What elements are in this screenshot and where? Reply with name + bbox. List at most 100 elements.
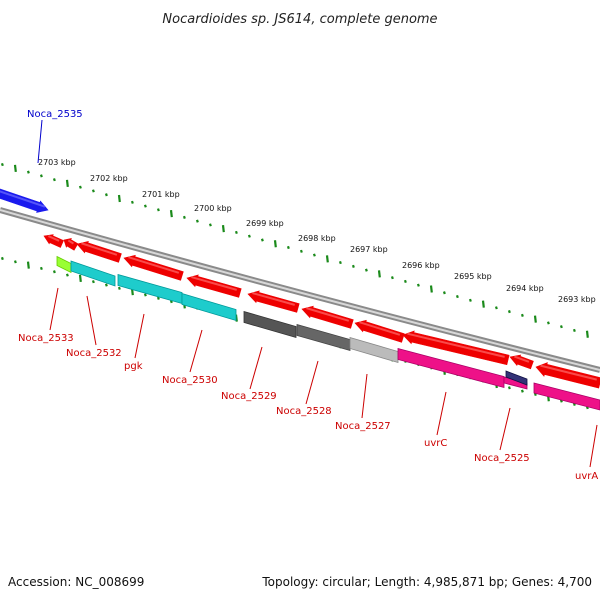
feature-band[interactable] xyxy=(56,255,72,274)
minor-tick xyxy=(455,294,459,299)
minor-tick xyxy=(338,261,342,265)
gene-arrow-shading xyxy=(306,307,350,322)
minor-tick xyxy=(143,204,147,208)
gene-label-leader xyxy=(86,295,97,346)
minor-tick xyxy=(234,230,238,235)
major-tick xyxy=(26,261,30,269)
minor-tick xyxy=(156,208,160,212)
minor-tick xyxy=(442,291,446,295)
major-tick xyxy=(585,330,589,338)
major-tick xyxy=(117,194,121,203)
minor-tick xyxy=(520,313,524,317)
gene-label[interactable]: Noca_2525 xyxy=(474,453,530,464)
gene-labels: Noca_2535Noca_2533Noca_2532pgkNoca_2530N… xyxy=(18,109,598,482)
major-tick xyxy=(273,240,277,248)
gene-arrow-shading xyxy=(81,242,118,256)
gene-label[interactable]: Noca_2532 xyxy=(66,348,122,359)
minor-tick xyxy=(195,219,199,223)
feature-band[interactable] xyxy=(117,273,183,305)
summary-text: Topology: circular; Length: 4,985,871 bp… xyxy=(261,575,592,589)
minor-tick xyxy=(143,293,147,297)
feature-band[interactable] xyxy=(181,292,237,322)
feature-band[interactable] xyxy=(533,382,600,411)
minor-tick xyxy=(390,276,394,280)
minor-tick xyxy=(520,389,524,393)
gene-arrow[interactable] xyxy=(63,238,79,251)
feature-band[interactable] xyxy=(505,370,528,386)
scale-label: 2699 kbp xyxy=(246,219,284,228)
minor-tick xyxy=(559,325,563,329)
minor-tick xyxy=(416,283,420,287)
minor-tick xyxy=(26,170,30,174)
outer-scale-ticks xyxy=(0,162,589,338)
gene-track xyxy=(0,188,600,389)
gene-label-leader xyxy=(305,360,319,405)
feature-track xyxy=(56,255,600,411)
major-tick xyxy=(377,270,381,278)
accession-text: Accession: NC_008699 xyxy=(8,575,144,589)
gene-arrow-shading xyxy=(67,239,74,245)
feature-band[interactable] xyxy=(349,336,399,364)
major-tick xyxy=(481,300,485,308)
gene-arrow-shading xyxy=(0,190,46,208)
minor-tick xyxy=(494,306,498,310)
gene-arrow-shading xyxy=(47,235,60,242)
scale-label: 2697 kbp xyxy=(350,245,388,254)
gene-label-leader xyxy=(249,346,263,390)
gene-label[interactable]: Noca_2527 xyxy=(335,421,391,432)
gene-label[interactable]: uvrC xyxy=(424,438,447,449)
major-tick xyxy=(65,179,69,188)
feature-band[interactable] xyxy=(296,323,351,352)
gene-label-leader xyxy=(589,424,598,468)
major-tick xyxy=(78,274,82,283)
feature-band[interactable] xyxy=(397,347,505,389)
major-tick xyxy=(325,255,329,263)
minor-tick xyxy=(182,215,186,219)
gene-label-leader xyxy=(361,373,368,419)
gene-arrow[interactable] xyxy=(43,234,64,248)
gene-label-leader xyxy=(49,287,59,331)
minor-tick xyxy=(0,162,4,167)
minor-tick xyxy=(104,193,108,197)
scale-label: 2702 kbp xyxy=(90,174,128,183)
gene-label[interactable]: Noca_2530 xyxy=(162,375,218,386)
map-title: Nocardioides sp. JS614, complete genome xyxy=(162,12,437,27)
gene-arrow-shading xyxy=(407,332,505,358)
scale-label: 2695 kbp xyxy=(454,272,492,281)
minor-tick xyxy=(130,200,134,204)
gene-label[interactable]: pgk xyxy=(124,361,143,372)
genome-backbone-highlight xyxy=(0,209,600,371)
major-tick xyxy=(429,285,433,293)
minor-tick xyxy=(260,238,264,242)
minor-tick xyxy=(468,298,472,302)
major-tick xyxy=(13,164,17,172)
gene-label[interactable]: Noca_2529 xyxy=(221,391,277,402)
feature-band[interactable] xyxy=(243,310,297,339)
major-tick xyxy=(221,225,225,233)
minor-tick xyxy=(39,266,43,271)
gene-label[interactable]: Noca_2535 xyxy=(27,109,83,120)
gene-label-leader xyxy=(134,313,145,359)
gene-label[interactable]: uvrA xyxy=(575,471,598,482)
gene-arrow-shading xyxy=(252,292,295,306)
minor-tick xyxy=(52,270,56,274)
gene-arrow-shading xyxy=(128,256,180,274)
minor-tick xyxy=(0,256,4,261)
minor-tick xyxy=(364,268,368,272)
gene-arrow-shading xyxy=(514,355,530,363)
minor-tick xyxy=(52,178,56,182)
gene-arrow[interactable] xyxy=(509,354,534,370)
gene-label[interactable]: Noca_2533 xyxy=(18,333,74,344)
scale-label: 2693 kbp xyxy=(558,295,596,304)
feature-band[interactable] xyxy=(70,260,116,287)
major-tick xyxy=(533,315,537,323)
gene-label[interactable]: Noca_2528 xyxy=(276,406,332,417)
gene-label-leader xyxy=(37,119,43,164)
minor-tick xyxy=(507,386,511,390)
gene-label-leader xyxy=(436,391,447,436)
minor-tick xyxy=(546,321,550,325)
minor-tick xyxy=(299,249,303,253)
scale-label: 2698 kbp xyxy=(298,234,336,243)
gene-label-leader xyxy=(499,407,511,451)
minor-tick xyxy=(286,245,290,250)
